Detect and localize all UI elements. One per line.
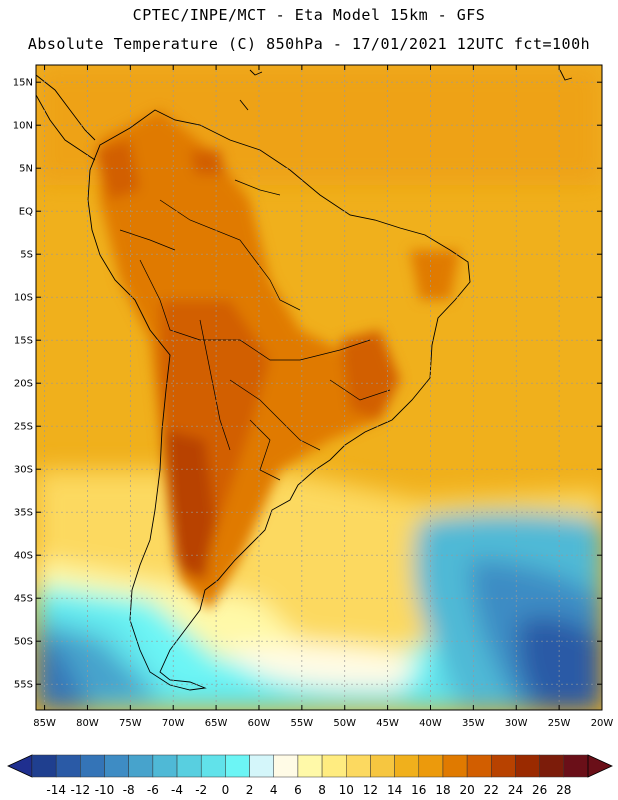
colorbar: -14 -12 -10 -8 -6 -4 -2 0 2 4 6 8 10 12 14 16 18 20 22 24 26… xyxy=(7,754,613,797)
colorbar-label: 20 xyxy=(459,783,474,797)
lon-tick-label: 20W xyxy=(591,718,614,729)
axis-ticks: 15N 10N 5N EQ 5S 10S 15S 20S 25S 30S 35S 40S 45S 50S 5… xyxy=(13,65,614,729)
colorbar-swatch xyxy=(466,754,492,778)
colorbar-label: -10 xyxy=(95,783,115,797)
colorbar-swatch xyxy=(225,754,250,778)
colorbar-label: 2 xyxy=(246,783,254,797)
lon-tick-label: 45W xyxy=(376,718,399,729)
lat-tick-label: 10N xyxy=(13,121,33,132)
lat-tick-label: 55S xyxy=(14,680,33,691)
lon-tick-label: 70W xyxy=(162,718,185,729)
lon-tick-label: 80W xyxy=(76,718,99,729)
islands-north xyxy=(239,69,573,111)
colorbar-swatch xyxy=(442,754,468,778)
colorbar-swatch xyxy=(104,754,129,778)
colorbar-label: 28 xyxy=(556,783,571,797)
lon-tick-label: 35W xyxy=(462,718,485,729)
colorbar-swatch xyxy=(273,754,299,778)
colorbar-label: 4 xyxy=(270,783,278,797)
colorbar-swatch xyxy=(152,754,178,778)
colorbar-label: 26 xyxy=(532,783,547,797)
lat-tick-label: 15S xyxy=(14,336,33,347)
colorbar-swatch xyxy=(394,754,420,778)
lon-tick-label: 75W xyxy=(119,718,142,729)
coastlines-and-borders xyxy=(36,69,573,691)
colorbar-swatch xyxy=(539,754,565,778)
lat-tick-label: EQ xyxy=(19,207,33,218)
lat-tick-label: 5N xyxy=(19,164,33,175)
national-borders xyxy=(119,179,391,481)
colorbar-swatch xyxy=(491,754,516,778)
lon-tick-label: 25W xyxy=(548,718,571,729)
colorbar-swatch xyxy=(128,754,154,778)
colorbar-label: 22 xyxy=(484,783,499,797)
colorbar-label: -12 xyxy=(71,783,91,797)
lat-tick-label: 30S xyxy=(14,465,33,476)
colorbar-label: -14 xyxy=(46,783,66,797)
colorbar-swatch xyxy=(80,754,105,778)
lat-tick-label: 40S xyxy=(14,551,33,562)
colorbar-label: 18 xyxy=(435,783,450,797)
colorbar-swatch xyxy=(515,754,540,778)
colorbar-swatch xyxy=(31,754,57,778)
colorbar-swatch xyxy=(297,754,323,778)
colorbar-label: -8 xyxy=(123,783,135,797)
graticule xyxy=(36,65,603,710)
lon-tick-label: 65W xyxy=(205,718,228,729)
colorbar-swatch xyxy=(176,754,202,778)
colorbar-swatch xyxy=(418,754,444,778)
lat-tick-label: 50S xyxy=(14,637,33,648)
colorbar-label: 14 xyxy=(387,783,402,797)
lon-tick-label: 55W xyxy=(291,718,314,729)
lat-tick-label: 35S xyxy=(14,508,33,519)
colorbar-label: -6 xyxy=(147,783,159,797)
colorbar-swatch xyxy=(563,754,589,778)
colorbar-swatch xyxy=(370,754,395,778)
title-line-1: CPTEC/INPE/MCT - Eta Model 15km - GFS xyxy=(132,6,486,24)
lon-tick-label: 50W xyxy=(333,718,356,729)
colorbar-swatch xyxy=(321,754,347,778)
colorbar-label: 8 xyxy=(318,783,326,797)
central-america-coastline xyxy=(36,74,96,161)
lon-tick-label: 85W xyxy=(33,718,56,729)
colorbar-label: 16 xyxy=(411,783,426,797)
colorbar-swatch xyxy=(346,754,371,778)
lat-tick-label: 5S xyxy=(20,250,33,261)
colorbar-label: 24 xyxy=(508,783,523,797)
lat-tick-label: 45S xyxy=(14,594,33,605)
colorbar-label: 0 xyxy=(222,783,230,797)
lat-tick-label: 15N xyxy=(13,78,33,89)
colorbar-swatch xyxy=(200,754,226,778)
lat-tick-label: 10S xyxy=(14,293,33,304)
lon-tick-label: 60W xyxy=(248,718,271,729)
hot-land-regions xyxy=(95,110,460,610)
lat-tick-label: 25S xyxy=(14,422,33,433)
colorbar-label: 6 xyxy=(294,783,302,797)
colorbar-label: 10 xyxy=(339,783,354,797)
lon-tick-label: 30W xyxy=(505,718,528,729)
colorbar-label: -4 xyxy=(171,783,183,797)
colorbar-label: -2 xyxy=(195,783,207,797)
south-america-coastline xyxy=(87,109,471,691)
map-frame xyxy=(35,64,603,711)
colorbar-under-triangle xyxy=(7,754,33,778)
colorbar-label: 12 xyxy=(363,783,378,797)
lat-tick-label: 20S xyxy=(14,379,33,390)
map-field xyxy=(36,65,602,710)
colorbar-swatch xyxy=(55,754,81,778)
colorbar-over-triangle xyxy=(587,754,613,778)
colorbar-swatch xyxy=(249,754,274,778)
lon-tick-label: 40W xyxy=(419,718,442,729)
title-line-2: Absolute Temperature (C) 850hPa - 17/01/… xyxy=(27,35,591,53)
